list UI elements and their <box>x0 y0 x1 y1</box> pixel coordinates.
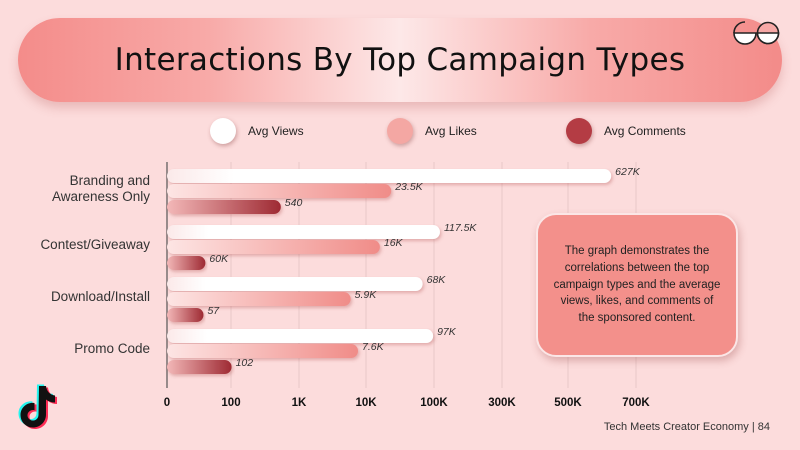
chart-legend: Avg Views Avg Likes Avg Comments <box>0 118 800 148</box>
bar-likes <box>167 240 380 254</box>
data-label-views: 627K <box>615 166 641 178</box>
data-label-comments: 60K <box>209 253 229 265</box>
bar-comments <box>167 360 232 374</box>
bar-views <box>167 169 612 183</box>
chart-title: Interactions By Top Campaign Types <box>114 42 686 78</box>
x-tick-label: 1K <box>292 397 307 409</box>
legend-item-comments: Avg Comments <box>566 118 686 144</box>
data-label-likes: 7.6K <box>362 341 385 353</box>
category-label: Contest/Giveaway <box>40 237 150 252</box>
bar-likes <box>167 184 392 198</box>
x-tick-label: 10K <box>355 397 377 409</box>
half-circles-logo-icon <box>733 21 780 45</box>
x-tick-label: 700K <box>622 397 650 409</box>
legend-label-views: Avg Views <box>248 124 304 138</box>
tiktok-logo-icon <box>18 384 57 429</box>
bar-comments <box>167 200 281 214</box>
category-label: Download/Install <box>51 289 150 304</box>
bar-likes <box>167 292 351 306</box>
bar-chart: 0 100 1K 10K 100K 300K 500K 700K Branding andAwa… <box>40 162 650 409</box>
bar-comments <box>167 256 206 270</box>
x-tick-label: 100 <box>221 397 240 409</box>
data-label-views: 97K <box>437 326 457 338</box>
category-label: Promo Code <box>74 341 150 356</box>
bar-comments <box>167 308 204 322</box>
category-label: Branding and <box>70 173 150 188</box>
note-box: The graph demonstrates the correlations … <box>536 213 738 357</box>
data-label-comments: 57 <box>207 305 220 317</box>
x-tick-label: 300K <box>488 397 516 409</box>
data-label-comments: 540 <box>285 197 303 209</box>
x-tick-label: 100K <box>420 397 448 409</box>
x-tick-label: 0 <box>164 397 170 409</box>
data-label-views: 117.5K <box>444 222 477 234</box>
data-label-comments: 102 <box>236 357 254 369</box>
legend-swatch-likes <box>387 118 413 144</box>
legend-swatch-comments <box>566 118 592 144</box>
data-label-likes: 5.9K <box>355 289 378 301</box>
bar-views <box>167 225 440 239</box>
data-label-views: 68K <box>427 274 447 286</box>
bar-views <box>167 329 434 343</box>
x-tick-label: 500K <box>554 397 582 409</box>
legend-label-likes: Avg Likes <box>425 124 477 138</box>
bar-likes <box>167 344 359 358</box>
bar-views <box>167 277 423 291</box>
data-label-likes: 23.5K <box>394 181 423 193</box>
category-label: Awareness Only <box>52 189 150 204</box>
legend-swatch-views <box>210 118 236 144</box>
data-label-likes: 16K <box>384 237 404 249</box>
footer-text: Tech Meets Creator Economy | 84 <box>603 421 770 433</box>
legend-item-views: Avg Views <box>210 118 304 144</box>
legend-label-comments: Avg Comments <box>604 124 686 138</box>
legend-item-likes: Avg Likes <box>387 118 477 144</box>
title-banner: Interactions By Top Campaign Types <box>18 18 782 102</box>
